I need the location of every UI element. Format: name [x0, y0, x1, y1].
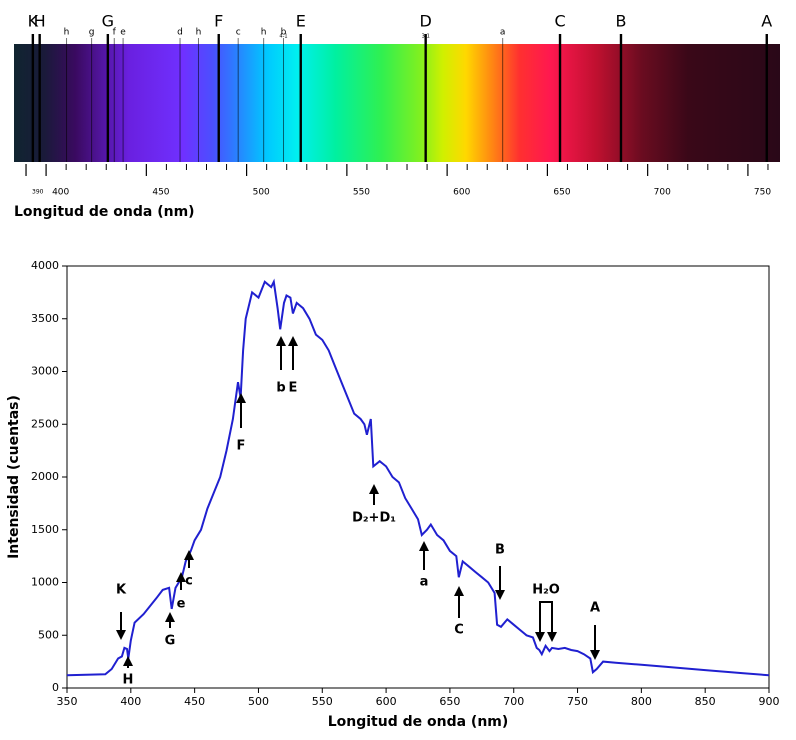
- y-tick-label: 4000: [31, 259, 59, 272]
- x-tick-label: 650: [439, 695, 460, 708]
- x-tick-label: 450: [184, 695, 205, 708]
- plot-frame: [66, 265, 770, 689]
- x-tick-label: 500: [248, 695, 269, 708]
- y-tick-label: 1500: [31, 523, 59, 536]
- arrow-head: [123, 656, 133, 666]
- arrow-head: [369, 484, 379, 494]
- line-label: E: [296, 12, 306, 31]
- bracket: [539, 601, 553, 620]
- arrow-head: [176, 572, 186, 582]
- line-label: a: [500, 28, 506, 38]
- arrow-head: [590, 650, 600, 660]
- x-tick-label: 700: [654, 188, 671, 198]
- annotation: e: [177, 597, 186, 612]
- arrow-head: [165, 612, 175, 622]
- line-label: e: [120, 28, 126, 38]
- annotation: C: [454, 623, 464, 638]
- line-label: h: [64, 28, 70, 38]
- annotation: H₂O: [532, 583, 560, 598]
- x-tick-label: 550: [312, 695, 333, 708]
- y-tick-label: 3000: [31, 365, 59, 378]
- annotation: b: [276, 381, 285, 396]
- x-tick-label: 450: [152, 188, 169, 198]
- x-axis-title: Longitud de onda (nm): [328, 714, 509, 730]
- line-label: B: [615, 12, 626, 31]
- line-label: F: [214, 12, 223, 31]
- x-tick-label: 750: [754, 188, 771, 198]
- annotation: c: [185, 574, 193, 589]
- arrow-head: [535, 632, 545, 642]
- y-tick-label: 2000: [31, 470, 59, 483]
- arrow-head: [454, 586, 464, 596]
- line-label: g: [89, 28, 95, 38]
- x-tick-label: 750: [567, 695, 588, 708]
- x-tick-label: 800: [631, 695, 652, 708]
- y-tick-label: 1000: [31, 576, 59, 589]
- intensity-line: [66, 278, 770, 677]
- line-label: b: [281, 28, 287, 38]
- x-tick-label: 700: [503, 695, 524, 708]
- annotation: F: [237, 439, 246, 454]
- annotation: E: [289, 381, 298, 396]
- line-label: D: [420, 12, 432, 31]
- x-tick-label: 550: [353, 188, 370, 198]
- line-label: f: [113, 28, 117, 38]
- line-label: c: [236, 28, 241, 38]
- line-label: h: [196, 28, 202, 38]
- line-label: h: [261, 28, 267, 38]
- y-tick-label: 2500: [31, 417, 59, 430]
- x-tick-label: 400: [52, 188, 69, 198]
- line-label: G: [102, 12, 114, 31]
- x-tick-label: 900: [759, 695, 780, 708]
- line-label: A: [761, 12, 772, 31]
- x-axis-title: Longitud de onda (nm): [14, 204, 195, 220]
- arrow-head: [276, 336, 286, 346]
- x-tick-label: 350: [57, 695, 78, 708]
- annotation: B: [495, 543, 505, 558]
- arrow-head: [236, 393, 246, 403]
- arrow-head: [419, 541, 429, 551]
- y-tick-label: 500: [38, 628, 59, 641]
- annotation: A: [590, 601, 600, 616]
- line-sublabel: 4-1: [279, 34, 287, 40]
- x-tick-label: 500: [253, 188, 270, 198]
- y-axis-title: Intensidad (cuentas): [6, 395, 22, 559]
- x-tick-label: 390: [32, 189, 44, 196]
- x-tick-label: 850: [695, 695, 716, 708]
- x-tick-label: 400: [120, 695, 141, 708]
- x-tick-label: 600: [453, 188, 470, 198]
- x-tick-label: 650: [553, 188, 570, 198]
- line-sublabel: 3-1: [422, 34, 430, 40]
- arrow-head: [288, 336, 298, 346]
- arrow-head: [184, 550, 194, 560]
- annotation: D₂+D₁: [352, 511, 396, 526]
- y-tick-label: 3500: [31, 312, 59, 325]
- line-label: K: [28, 12, 39, 31]
- annotation: G: [165, 634, 176, 649]
- annotation: a: [420, 575, 429, 590]
- spectrum-band: [14, 44, 780, 162]
- x-tick-label: 600: [376, 695, 397, 708]
- line-label: d: [177, 28, 183, 38]
- arrow-head: [116, 630, 126, 640]
- arrow-head: [547, 632, 557, 642]
- line-label: C: [554, 12, 565, 31]
- arrow-head: [495, 590, 505, 600]
- line-label: H: [34, 12, 46, 31]
- annotation: K: [116, 583, 127, 598]
- y-tick-label: 0: [52, 681, 59, 694]
- annotation: H: [123, 673, 134, 688]
